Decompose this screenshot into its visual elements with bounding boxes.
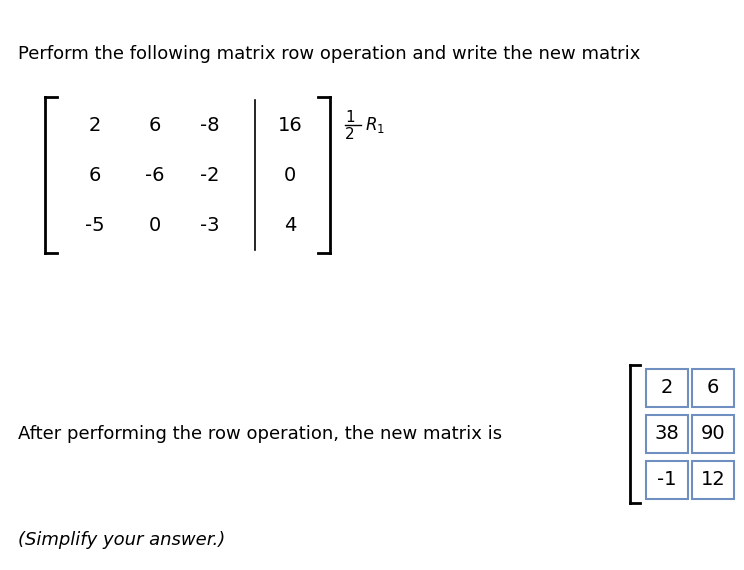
Text: -1: -1: [657, 470, 677, 490]
Text: (Simplify your answer.): (Simplify your answer.): [18, 531, 225, 549]
Text: 90: 90: [701, 425, 725, 443]
Text: -6: -6: [145, 166, 164, 185]
Text: 12: 12: [701, 470, 725, 490]
Text: 38: 38: [655, 425, 679, 443]
FancyBboxPatch shape: [646, 415, 688, 453]
Text: 16: 16: [278, 116, 302, 135]
Text: 4: 4: [283, 215, 296, 235]
Text: 0: 0: [149, 215, 161, 235]
Text: -2: -2: [200, 166, 219, 185]
Text: $R_1$: $R_1$: [365, 115, 385, 135]
Text: 2: 2: [661, 378, 673, 397]
FancyBboxPatch shape: [692, 461, 734, 499]
Text: Perform the following matrix row operation and write the new matrix: Perform the following matrix row operati…: [18, 45, 641, 63]
Text: 6: 6: [89, 166, 101, 185]
Text: -5: -5: [85, 215, 105, 235]
FancyBboxPatch shape: [692, 369, 734, 407]
Text: -3: -3: [200, 215, 219, 235]
FancyBboxPatch shape: [692, 415, 734, 453]
Text: 2: 2: [89, 116, 101, 135]
Text: 2: 2: [345, 127, 355, 141]
FancyBboxPatch shape: [646, 461, 688, 499]
Text: 1: 1: [345, 109, 355, 125]
Text: -8: -8: [200, 116, 219, 135]
Text: After performing the row operation, the new matrix is: After performing the row operation, the …: [18, 425, 502, 443]
FancyBboxPatch shape: [646, 369, 688, 407]
Text: 0: 0: [284, 166, 296, 185]
Text: 6: 6: [149, 116, 161, 135]
Text: 6: 6: [707, 378, 719, 397]
